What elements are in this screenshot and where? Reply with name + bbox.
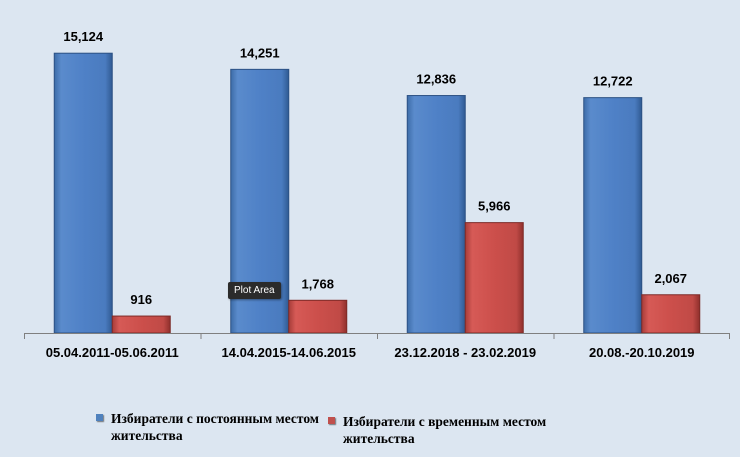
bar-temporary-1 (111, 315, 171, 334)
bar-permanent-3 (406, 95, 466, 334)
bars-layer: 15,124 916 14,251 1,768 12,836 5,966 12,722 2,0… (53, 29, 701, 334)
ticks-layer: 05.04.2011-05.06.2011 14.04.2015-14.06.20… (24, 333, 730, 360)
bar-temporary-4 (641, 294, 701, 334)
plot-area-tooltip: Plot Area (228, 282, 281, 299)
bar-temporary-3 (464, 222, 524, 334)
data-label-temporary-3: 5,966 (478, 199, 511, 214)
x-tick-label-4: 20.08.-20.10.2019 (589, 345, 695, 360)
legend-item-temporary: Избиратели с временным местом жительства (328, 413, 553, 447)
data-label-permanent-3: 12,836 (416, 72, 456, 87)
bar-temporary-2 (288, 299, 348, 334)
legend-swatch-permanent (96, 414, 103, 421)
data-label-permanent-4: 12,722 (593, 74, 633, 89)
x-tick-label-1: 05.04.2011-05.06.2011 (46, 345, 179, 360)
legend-label-permanent: Избиратели с постоянным местом жительств… (111, 411, 320, 443)
data-label-temporary-1: 916 (130, 292, 152, 307)
x-tick-label-3: 23.12.2018 - 23.02.2019 (394, 345, 536, 360)
chart-legend: Избиратели с постоянным местом жительств… (0, 410, 740, 455)
legend-swatch-temporary (328, 417, 335, 424)
legend-label-temporary: Избиратели с временным местом жительства (343, 414, 547, 446)
bar-permanent-4 (583, 97, 643, 334)
data-label-permanent-2: 14,251 (240, 45, 280, 60)
legend-item-permanent: Избиратели с постоянным местом жительств… (96, 410, 321, 444)
bar-permanent-1 (53, 52, 113, 334)
data-label-temporary-2: 1,768 (301, 276, 334, 291)
data-label-permanent-1: 15,124 (63, 29, 104, 44)
bar-chart: 15,124 916 14,251 1,768 12,836 5,966 12,722 2,0… (24, 29, 730, 360)
data-label-temporary-4: 2,067 (654, 271, 687, 286)
x-tick-label-2: 14.04.2015-14.06.2015 (222, 345, 356, 360)
